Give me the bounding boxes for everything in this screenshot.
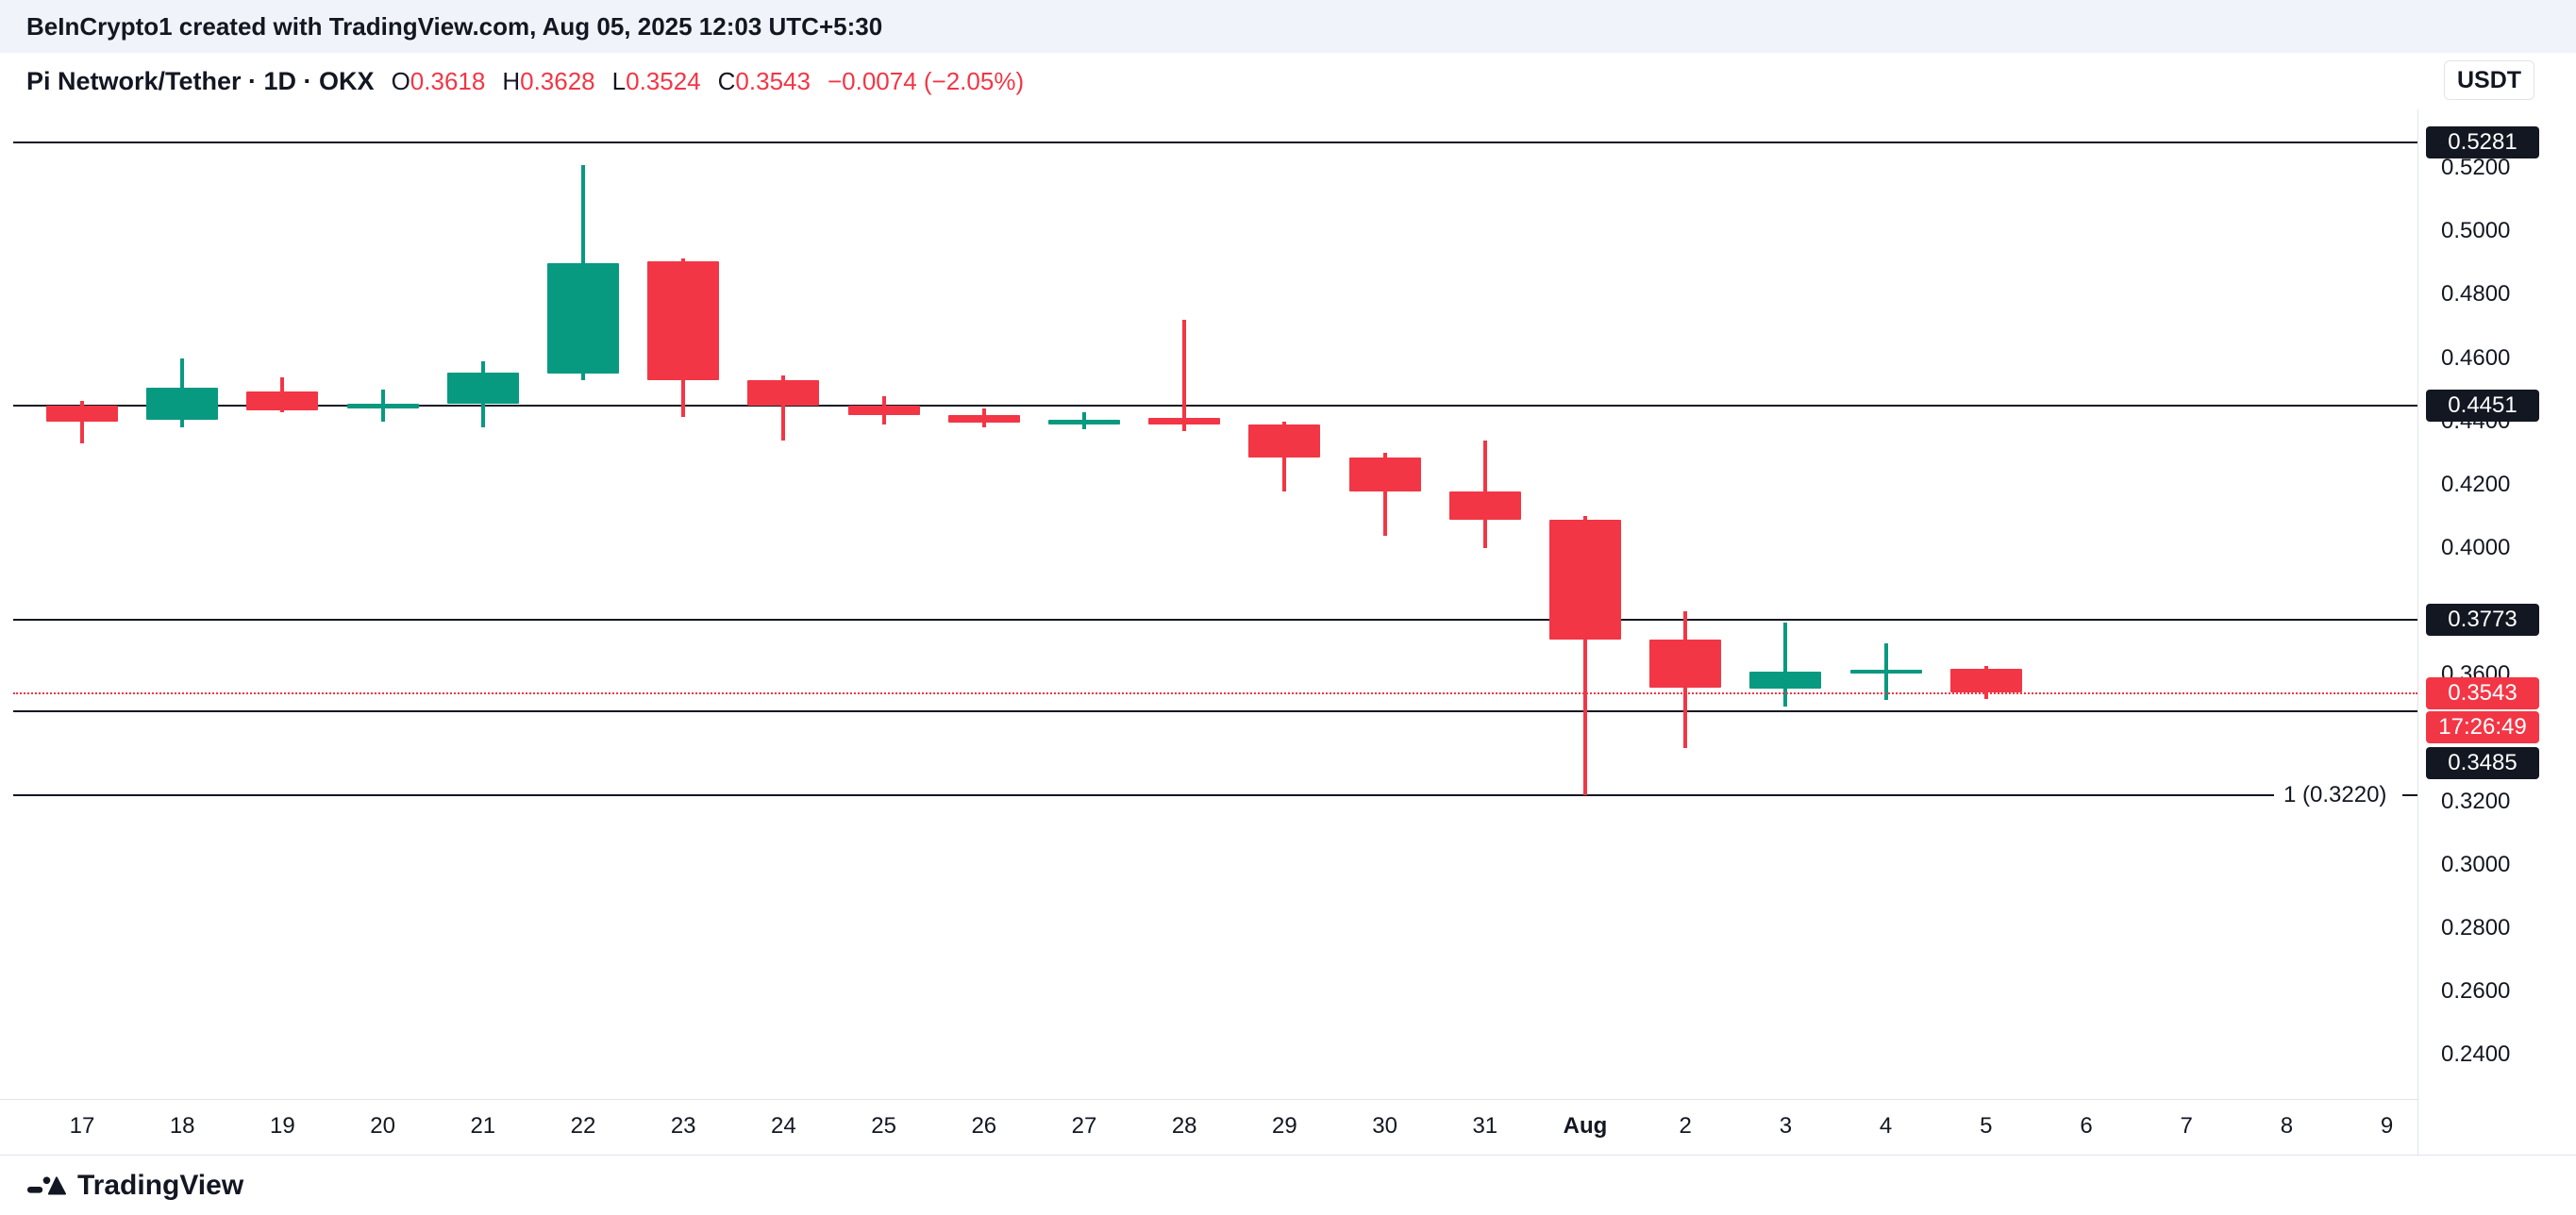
candle[interactable] <box>346 404 419 409</box>
candle[interactable] <box>446 372 519 405</box>
candle[interactable] <box>1849 670 1922 674</box>
time-tick: 30 <box>1372 1113 1397 1139</box>
time-tick: 8 <box>2280 1113 2294 1139</box>
price-tick: 0.5000 <box>2441 218 2511 244</box>
time-axis[interactable]: 17 18 19 20 21 22 23 24 25 26 27 28 29 30 31 Aug 2 3 4 5 6 7 8… <box>0 1099 2417 1155</box>
symbol-title[interactable]: Pi Network/Tether · 1D · OKX <box>26 66 375 95</box>
price-tick: 0.4800 <box>2441 281 2511 308</box>
time-tick: 27 <box>1071 1113 1097 1139</box>
chart-header: Pi Network/Tether · 1D · OKX O0.3618 H0.3… <box>0 53 2576 109</box>
time-tick: 5 <box>1980 1113 1993 1139</box>
level-price-badge: 0.4451 <box>2426 389 2539 422</box>
candle[interactable] <box>246 391 319 410</box>
time-tick: Aug <box>1563 1113 1608 1139</box>
candle[interactable] <box>847 405 920 415</box>
time-tick: 29 <box>1272 1113 1297 1139</box>
time-tick: 25 <box>871 1113 896 1139</box>
candle-wick[interactable] <box>781 375 786 441</box>
ohlc-l: L0.3524 <box>611 66 701 95</box>
candle-wick[interactable] <box>1182 320 1187 431</box>
time-tick: 24 <box>771 1113 796 1139</box>
time-tick: 20 <box>370 1113 395 1139</box>
trend-line-tail <box>2402 793 2417 796</box>
price-tick: 0.2400 <box>2441 1041 2511 1068</box>
trend-line-label: 1 (0.3220) <box>2283 781 2387 807</box>
last-price-badge: 0.3543 <box>2426 676 2539 709</box>
horizontal-level-line[interactable] <box>13 404 2417 407</box>
time-tick: 9 <box>2380 1113 2394 1139</box>
price-tick: 0.5200 <box>2441 155 2511 181</box>
horizontal-level-line[interactable] <box>13 141 2417 143</box>
horizontal-level-line[interactable] <box>13 619 2417 622</box>
attribution-text: BeInCrypto1 created with TradingView.com… <box>26 12 883 41</box>
candle-wick[interactable] <box>1382 453 1387 536</box>
price-change: −0.0074 (−2.05%) <box>827 66 1025 95</box>
ohlc-o: O0.3618 <box>391 66 486 95</box>
candle-wick[interactable] <box>1783 622 1788 707</box>
time-tick: 19 <box>270 1113 295 1139</box>
tradingview-logo-icon[interactable] <box>26 1173 66 1199</box>
candle[interactable] <box>547 262 619 374</box>
candle-wick[interactable] <box>1583 516 1587 795</box>
tradingview-wordmark[interactable]: TradingView <box>77 1169 244 1201</box>
candle[interactable] <box>647 261 720 381</box>
level-price-badge: 0.5281 <box>2426 125 2539 158</box>
time-tick: 6 <box>2080 1113 2093 1139</box>
time-tick: 3 <box>1779 1113 1793 1139</box>
price-tick: 0.3000 <box>2441 851 2511 877</box>
last-price-line[interactable] <box>13 691 2417 694</box>
candle[interactable] <box>1248 424 1321 458</box>
ohlc-h: H0.3628 <box>502 66 595 95</box>
candle[interactable] <box>46 405 118 422</box>
attribution-bar: BeInCrypto1 created with TradingView.com… <box>0 0 2576 53</box>
candle[interactable] <box>1549 519 1621 641</box>
candle[interactable] <box>1448 491 1521 520</box>
time-tick: 31 <box>1472 1113 1498 1139</box>
ohlc-c: C0.3543 <box>717 66 811 95</box>
time-tick: 28 <box>1171 1113 1197 1139</box>
price-tick: 0.3200 <box>2441 788 2511 814</box>
time-tick: 26 <box>971 1113 997 1139</box>
currency-button[interactable]: USDT <box>2444 60 2534 100</box>
candle[interactable] <box>1649 640 1722 688</box>
candle-wick[interactable] <box>80 400 84 444</box>
time-tick: 18 <box>169 1113 195 1139</box>
time-tick: 22 <box>570 1113 596 1139</box>
price-tick: 0.4600 <box>2441 344 2511 371</box>
price-axis[interactable]: 0.52000.50000.48000.46000.44000.42000.40… <box>2417 109 2576 1155</box>
candle[interactable] <box>146 388 219 421</box>
candle[interactable] <box>747 380 820 406</box>
candle[interactable] <box>1348 458 1421 491</box>
candle[interactable] <box>1148 418 1221 425</box>
price-tick: 0.2800 <box>2441 915 2511 940</box>
level-price-badge: 0.3485 <box>2426 746 2539 779</box>
time-tick: 21 <box>470 1113 496 1139</box>
horizontal-level-line[interactable] <box>13 709 2417 712</box>
price-tick: 0.4200 <box>2441 471 2511 497</box>
time-tick: 4 <box>1879 1113 1893 1139</box>
candle[interactable] <box>947 415 1020 424</box>
time-tick: 23 <box>670 1113 696 1139</box>
level-price-badge: 0.3773 <box>2426 604 2539 637</box>
time-tick: 7 <box>2180 1113 2193 1139</box>
candle[interactable] <box>1749 672 1822 690</box>
time-tick: 2 <box>1679 1113 1692 1139</box>
footer-bar: TradingView <box>0 1155 2576 1215</box>
candle[interactable] <box>1949 669 2022 693</box>
price-tick: 0.4000 <box>2441 535 2511 561</box>
countdown-badge: 17:26:49 <box>2426 710 2539 743</box>
price-tick: 0.2600 <box>2441 978 2511 1005</box>
trend-line[interactable] <box>13 793 2274 796</box>
time-tick: 17 <box>69 1113 95 1139</box>
candle[interactable] <box>1048 420 1120 425</box>
ohlc-readout: O0.3618 H0.3628 L0.3524 C0.3543 −0.0074 (−2.… <box>375 67 1025 96</box>
